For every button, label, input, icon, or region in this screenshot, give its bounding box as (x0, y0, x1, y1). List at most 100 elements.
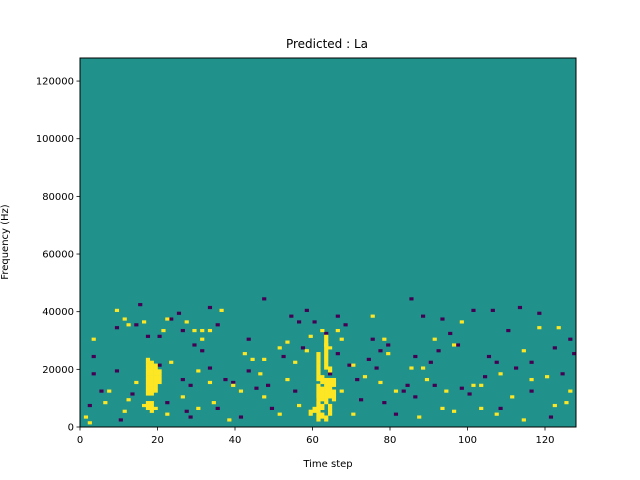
heatmap-cell (366, 357, 371, 361)
heatmap-cell (440, 406, 445, 410)
heatmap-cell (324, 340, 329, 344)
heatmap-cell (134, 380, 139, 385)
heatmap-cell (320, 328, 325, 333)
heatmap-cell (149, 409, 154, 413)
heatmap-cell (316, 377, 321, 382)
heatmap-cell (324, 395, 329, 399)
heatmap-cell (331, 392, 337, 396)
heatmap-cell (180, 328, 185, 333)
heatmap-cell (421, 314, 426, 318)
heatmap-cell (118, 418, 123, 422)
y-axis-title: Frequency (Hz) (0, 204, 11, 280)
heatmap-cell (231, 380, 236, 385)
heatmap-cell (153, 380, 158, 385)
heatmap-cell (312, 409, 317, 413)
heatmap-cell (552, 346, 557, 350)
heatmap-cell (432, 383, 437, 387)
heatmap-cell (215, 406, 220, 410)
heatmap-cell (145, 375, 151, 379)
heatmap-cell (320, 398, 325, 402)
heatmap-cell (316, 389, 321, 393)
x-tick-label: 60 (306, 435, 319, 446)
x-tick-label: 100 (458, 435, 477, 446)
x-tick-label: 120 (535, 435, 554, 446)
heatmap-cell (184, 320, 189, 324)
heatmap-cell (452, 343, 457, 347)
heatmap-cell (479, 406, 484, 410)
heatmap-cell (362, 375, 368, 379)
heatmap-cell (304, 308, 309, 312)
heatmap-cell (297, 403, 302, 408)
heatmap-cell (269, 406, 275, 410)
heatmap-cell (149, 403, 154, 408)
heatmap-cell (320, 386, 325, 390)
heatmap-cell (277, 412, 282, 416)
heatmap-cell (145, 360, 151, 364)
heatmap-cell (316, 409, 321, 413)
heatmap-cell (262, 357, 267, 361)
heatmap-cell (145, 357, 151, 361)
heatmap-cell (153, 372, 158, 376)
heatmap-cell (300, 346, 306, 350)
heatmap-cell (196, 369, 201, 373)
heatmap-cell (316, 401, 321, 405)
heatmap-cell (200, 328, 205, 333)
y-tick-label: 60000 (42, 250, 74, 261)
heatmap-cell (324, 363, 329, 367)
heatmap-cell (316, 354, 321, 359)
heatmap-cell (165, 401, 170, 405)
heatmap-cell (238, 415, 244, 419)
heatmap-cell (316, 392, 321, 396)
heatmap-cell (393, 389, 399, 393)
heatmap-cell (324, 380, 329, 385)
y-axis: 0 20000 40000 60000 80000 100000 120000 (36, 77, 80, 434)
x-tick-label: 20 (151, 435, 164, 446)
heatmap-cell (324, 383, 329, 387)
heatmap-cell (134, 323, 139, 327)
heatmap-cell (359, 398, 364, 402)
heatmap-cell (277, 346, 282, 350)
x-tick-label: 80 (384, 435, 397, 446)
heatmap-cell (145, 383, 151, 387)
heatmap-cell (320, 380, 325, 385)
heatmap-cell (161, 328, 166, 333)
heatmap-cell (254, 386, 259, 390)
heatmap-cell (386, 343, 391, 347)
heatmap-cell (483, 375, 488, 379)
heatmap-cell (335, 328, 340, 333)
heatmap-cell (335, 314, 340, 318)
heatmap-cell (316, 383, 321, 387)
heatmap-cell (215, 323, 220, 327)
heatmap-cell (320, 406, 325, 410)
heatmap-cell (405, 383, 410, 387)
heatmap-cell (130, 392, 135, 396)
heatmap-cell (324, 418, 329, 422)
heatmap-cell (320, 375, 325, 379)
heatmap-cell (153, 406, 158, 410)
heatmap-cell (479, 383, 484, 387)
heatmap-cell (471, 308, 476, 312)
heatmap-cell (374, 366, 379, 370)
heatmap-cell (316, 366, 321, 370)
heatmap-cell (184, 409, 189, 413)
plot-frame (79, 57, 577, 428)
heatmap-cell (200, 337, 205, 341)
heatmap-cell (316, 395, 321, 399)
heatmap-cell (145, 403, 151, 408)
x-axis: 0 20 40 60 80 100 120 (77, 427, 555, 446)
heatmap-cell (320, 392, 325, 396)
heatmap-cell (149, 366, 154, 370)
heatmap-cell (223, 377, 228, 382)
heatmap-cell (444, 389, 449, 393)
heatmap-cell (331, 380, 337, 385)
chart-title: Predicted : La (286, 37, 368, 51)
heatmap-cell (324, 415, 329, 419)
heatmap-cell (207, 366, 213, 370)
heatmap-cell (145, 366, 151, 370)
heatmap-cell (169, 360, 174, 364)
heatmap-cell (153, 389, 158, 393)
heatmap-cell (99, 389, 104, 393)
heatmap-cell (145, 386, 151, 390)
heatmap-cell (486, 354, 492, 359)
heatmap-cell (537, 311, 542, 315)
